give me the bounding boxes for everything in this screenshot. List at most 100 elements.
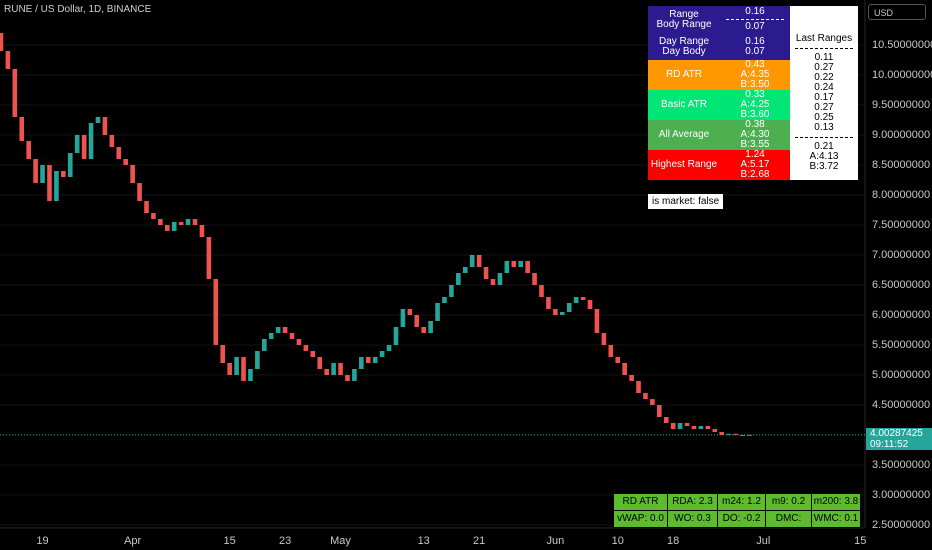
stats-value-cell: 0.16 0.07 bbox=[720, 33, 790, 60]
candle-body bbox=[74, 135, 80, 153]
axis-bg bbox=[865, 0, 932, 550]
currency-button[interactable]: USD bbox=[868, 4, 926, 20]
stats-value: A:4.25 bbox=[740, 99, 770, 110]
candle-body bbox=[539, 285, 544, 297]
candle-body bbox=[372, 357, 378, 363]
stats-value-cell: 0.43 A:4.35 B:3.50 bbox=[720, 60, 790, 90]
stats-value: A:5.17 bbox=[740, 159, 770, 170]
candle-body bbox=[442, 297, 447, 303]
last-price-label: 4.00287425 09:11:52 bbox=[866, 427, 932, 450]
candle-body bbox=[740, 435, 745, 436]
candle-body bbox=[712, 429, 718, 432]
candle-body bbox=[47, 165, 52, 201]
candle-body bbox=[747, 435, 752, 436]
candle-body bbox=[719, 432, 724, 435]
range-value: 0.27 bbox=[814, 102, 834, 113]
candle-body bbox=[650, 399, 655, 405]
y-tick-label: 5.00000000 bbox=[872, 369, 930, 381]
x-tick-label: 21 bbox=[473, 535, 485, 547]
range-summary: 0.21 bbox=[814, 141, 834, 152]
stats-value: 0.43 bbox=[745, 59, 765, 70]
candle-body bbox=[220, 345, 226, 363]
stats-label: Highest Range bbox=[650, 159, 718, 170]
indicator-cell: m200: 3.8 bbox=[811, 493, 861, 511]
stats-value: B:3.55 bbox=[740, 139, 770, 150]
candle-body bbox=[365, 357, 371, 363]
stats-value: B:3.50 bbox=[740, 79, 770, 90]
candle-body bbox=[178, 222, 184, 225]
range-value: 0.13 bbox=[814, 122, 834, 133]
y-tick-label: 8.50000000 bbox=[872, 159, 930, 171]
candle-body bbox=[684, 423, 690, 426]
last-price: 4.00287425 bbox=[870, 427, 923, 439]
stats-label: Day Range bbox=[658, 35, 710, 47]
stats-label: Body Range bbox=[656, 18, 712, 30]
candle-body bbox=[629, 375, 634, 381]
candle-body bbox=[268, 333, 274, 339]
y-tick-label: 2.50000000 bbox=[872, 519, 930, 531]
candle-body bbox=[726, 433, 731, 435]
candle-body bbox=[359, 357, 364, 369]
stats-value: 0.07 bbox=[745, 21, 765, 32]
candle-body bbox=[566, 303, 572, 312]
candle-body bbox=[338, 363, 343, 375]
candle-body bbox=[303, 345, 309, 351]
candle-body bbox=[40, 165, 45, 183]
candle-body bbox=[400, 309, 406, 327]
candle-body bbox=[379, 351, 385, 357]
candle-body bbox=[12, 69, 18, 117]
candle-body bbox=[456, 273, 461, 285]
stats-value: 0.38 bbox=[745, 119, 765, 130]
stats-value: 1.24 bbox=[745, 149, 765, 160]
y-tick-label: 9.50000000 bbox=[872, 99, 930, 111]
indicator-cell: WMC: 0.1 bbox=[811, 510, 861, 528]
range-value: 0.25 bbox=[814, 112, 834, 123]
candle-body bbox=[262, 339, 267, 351]
candle-body bbox=[213, 279, 219, 345]
stats-value: A:4.30 bbox=[740, 129, 770, 140]
indicator-cell: m24: 1.2 bbox=[717, 493, 766, 511]
range-value: 0.17 bbox=[814, 92, 834, 103]
indicator-cell: vWAP: 0.0 bbox=[613, 510, 668, 528]
indicator-cell: DMC: -0.1 bbox=[765, 510, 812, 540]
candle-body bbox=[601, 333, 607, 345]
candle-body bbox=[324, 369, 329, 375]
candle-body bbox=[428, 321, 433, 333]
x-tick-label: 19 bbox=[36, 535, 48, 547]
x-tick-label: 15 bbox=[224, 535, 236, 547]
candle-body bbox=[553, 309, 558, 315]
stats-label-cell: All Average bbox=[648, 120, 720, 150]
x-tick-label: 18 bbox=[667, 535, 679, 547]
candle-body bbox=[296, 339, 302, 345]
stats-value: 0.07 bbox=[745, 45, 765, 57]
candle-body bbox=[102, 117, 108, 135]
stats-label-cell: Highest Range bbox=[648, 150, 720, 180]
candle-body bbox=[525, 261, 530, 273]
y-tick-label: 10.00000000 bbox=[872, 69, 932, 81]
x-tick-label: 13 bbox=[418, 535, 430, 547]
candle-body bbox=[310, 351, 316, 357]
stats-value: B:2.68 bbox=[740, 169, 770, 180]
y-tick-label: 3.00000000 bbox=[872, 489, 930, 501]
candle-body bbox=[435, 303, 440, 321]
candle-body bbox=[546, 297, 551, 309]
market-note: is market: false bbox=[648, 194, 724, 209]
stats-label: Basic ATR bbox=[661, 99, 707, 110]
candle-body bbox=[594, 309, 600, 333]
candle-body bbox=[0, 33, 4, 51]
candle-body bbox=[234, 357, 239, 375]
candle-body bbox=[705, 426, 711, 429]
candle-body bbox=[573, 297, 579, 303]
candle-body bbox=[248, 369, 253, 381]
divider bbox=[795, 137, 853, 138]
candle-body bbox=[511, 261, 517, 267]
candle-body bbox=[5, 51, 11, 69]
stats-label: RD ATR bbox=[666, 69, 702, 80]
stats-value-cell: 0.16 0.07 bbox=[720, 6, 790, 33]
stats-value-cell: 1.24 A:5.17 B:2.68 bbox=[720, 150, 790, 180]
candle-body bbox=[158, 219, 163, 225]
y-tick-label: 9.00000000 bbox=[872, 129, 930, 141]
candle-body bbox=[19, 117, 25, 141]
candle-body bbox=[518, 261, 524, 267]
